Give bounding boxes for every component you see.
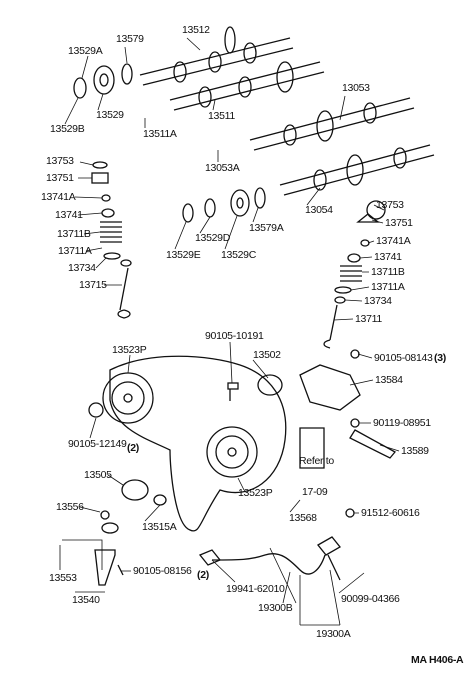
part-label: 13053A: [205, 162, 240, 174]
part-label: (3): [434, 352, 446, 364]
part-label: 13540: [72, 594, 100, 606]
part-label: 17-09: [302, 486, 328, 498]
part-label: 90105-08156: [133, 565, 192, 577]
part-label: 13054: [305, 204, 333, 216]
part-label: 13502: [253, 349, 281, 361]
part-label: 13579: [116, 33, 144, 45]
part-label: 13568: [289, 512, 317, 524]
part-label: 13741: [374, 251, 402, 263]
part-label: 13529A: [68, 45, 103, 57]
part-label: 13741: [55, 209, 83, 221]
part-label: 13511: [208, 110, 235, 122]
part-label: 91512-60616: [361, 507, 420, 519]
part-label: 13529E: [166, 249, 201, 261]
part-label: 13715: [79, 279, 107, 291]
part-label: 13711A: [58, 245, 92, 257]
part-label: 13529B: [50, 123, 85, 135]
part-label: 90099-04366: [341, 593, 400, 605]
part-label: 13734: [68, 262, 96, 274]
part-label: 13529D: [195, 232, 231, 244]
part-label: (2): [197, 569, 209, 581]
part-label: 13515A: [142, 521, 177, 533]
drawing: [59, 26, 435, 626]
part-label: 90105-10191: [205, 330, 264, 342]
part-label: 13751: [46, 172, 74, 184]
part-label: 90105-12149: [68, 438, 127, 450]
part-label: 13711: [355, 313, 382, 325]
part-label: 13523P: [238, 487, 273, 499]
part-label: 13529C: [221, 249, 257, 261]
part-label: 19941-62010: [226, 583, 285, 595]
part-label: MA H406-A: [411, 654, 464, 666]
part-label: 13711A: [371, 281, 405, 293]
part-label: 13505: [84, 469, 112, 481]
part-label: 13529: [96, 109, 124, 121]
part-label: 13734: [364, 295, 392, 307]
part-label: 13579A: [249, 222, 284, 234]
part-label: 13553: [49, 572, 77, 584]
part-label: 13556: [56, 501, 84, 513]
part-label: 13753: [46, 155, 74, 167]
part-label: 19300A: [316, 628, 351, 640]
part-label: 13741A: [41, 191, 76, 203]
part-label: 13753: [376, 199, 404, 211]
part-label: 13741A: [376, 235, 411, 247]
part-label: 13711B: [371, 266, 405, 278]
part-label: 13511A: [143, 128, 177, 140]
part-label: 90105-08143: [374, 352, 433, 364]
part-label: 19300B: [258, 602, 293, 614]
part-label: 13523P: [112, 344, 147, 356]
part-label: 13589: [401, 445, 429, 457]
part-label: 13584: [375, 374, 403, 386]
part-label: (2): [127, 442, 139, 454]
part-label: 13053: [342, 82, 370, 94]
part-label: 13512: [182, 24, 210, 36]
part-label: Refer to: [299, 455, 334, 467]
part-label: 90119-08951: [373, 417, 431, 429]
part-label: 13751: [385, 217, 413, 229]
part-label: 13711B: [57, 228, 91, 240]
